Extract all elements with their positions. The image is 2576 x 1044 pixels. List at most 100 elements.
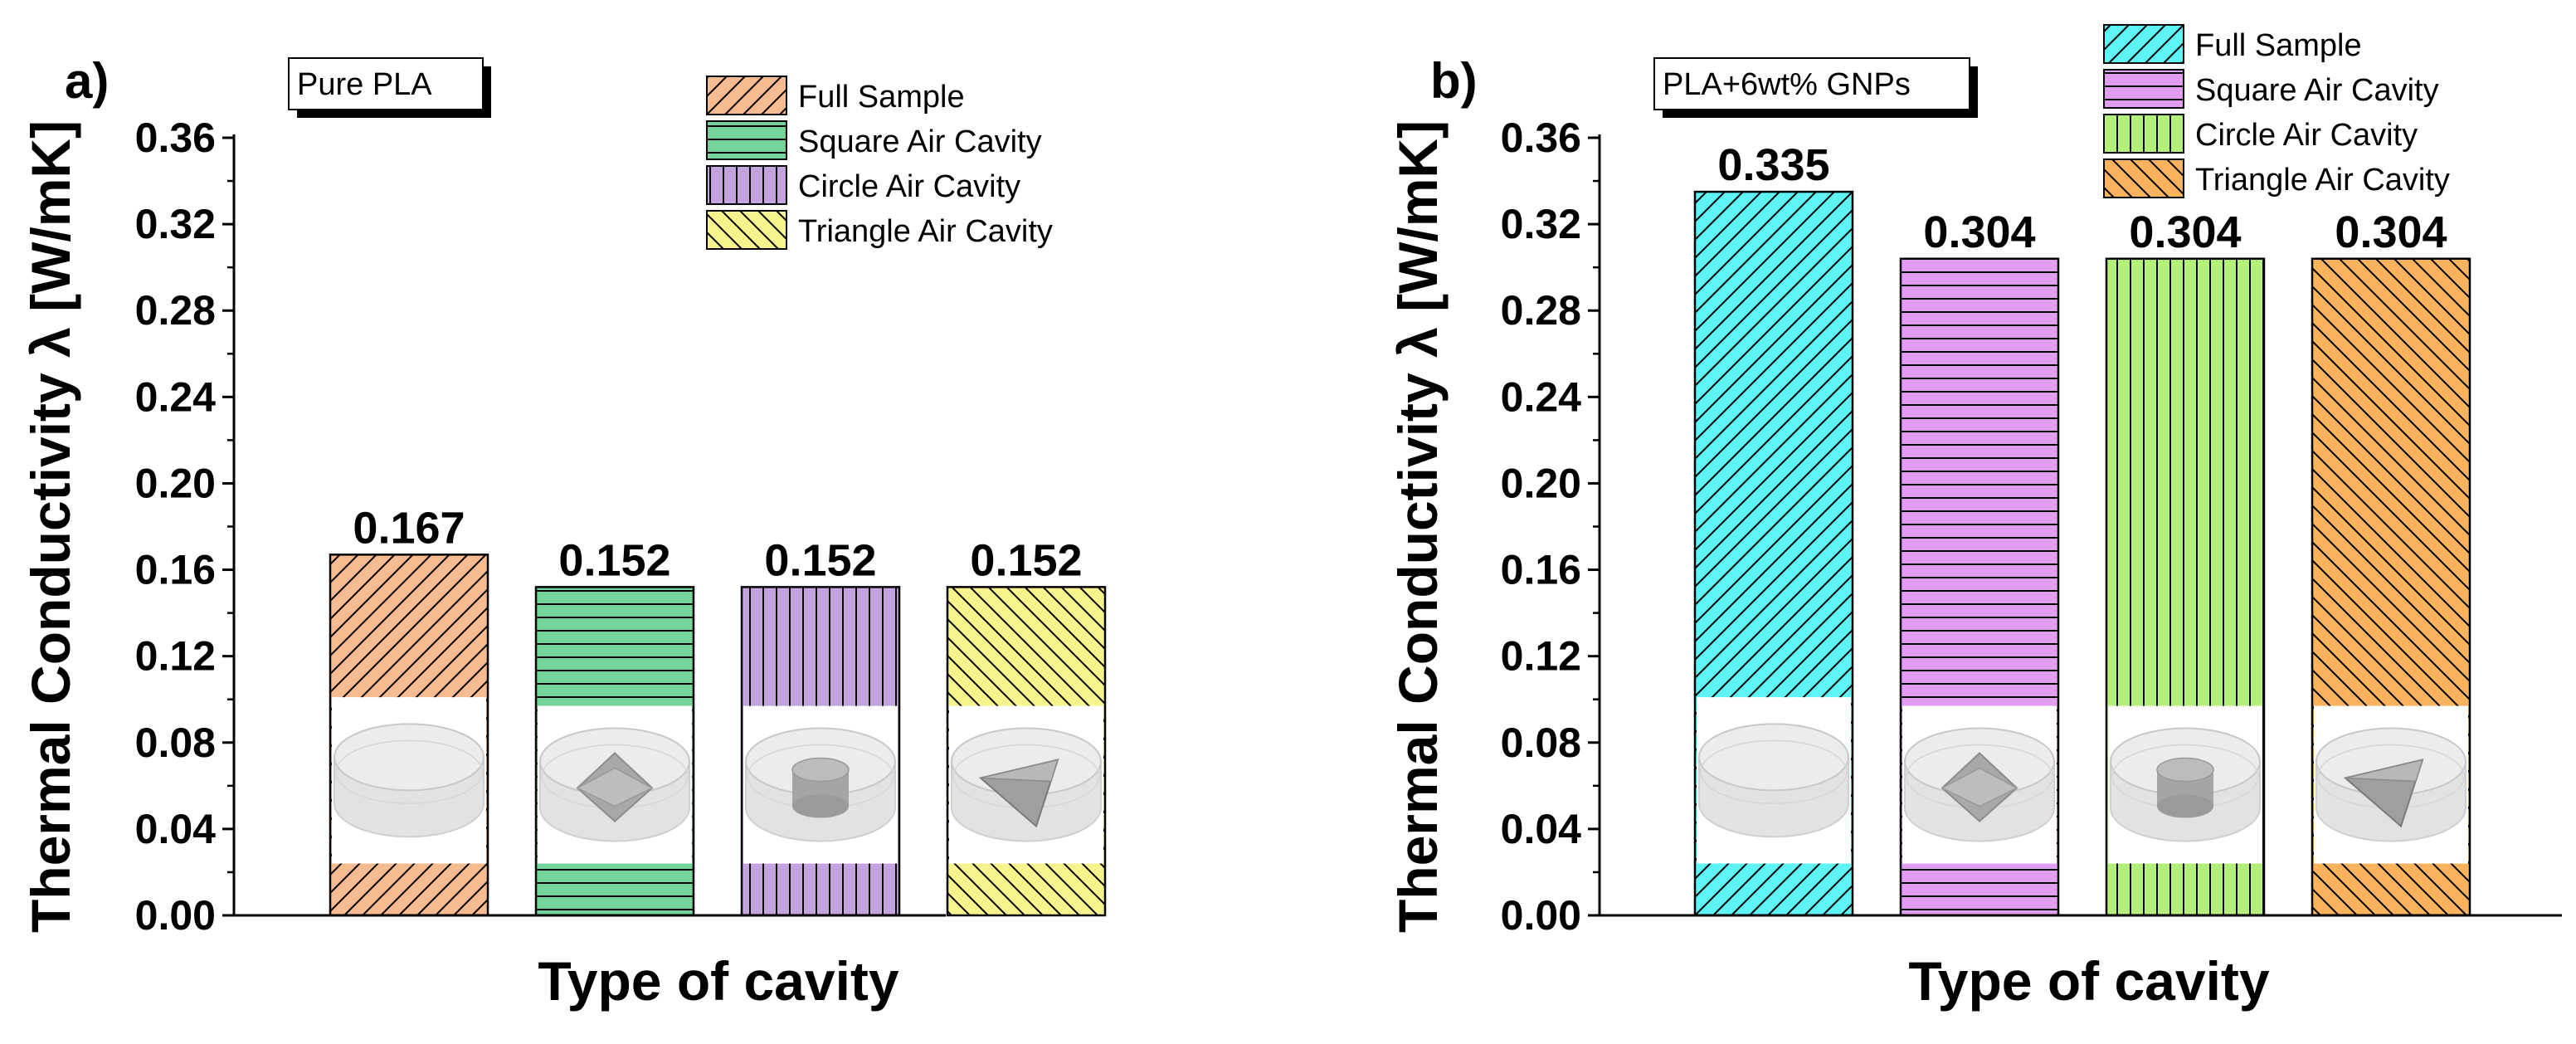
triangle-cavity-top xyxy=(980,759,1059,783)
bar-group xyxy=(534,586,695,917)
cylinder-edge xyxy=(1700,739,1848,805)
chart-panel-a: 0.167 0.152 0.152 0.152 0.00 0.04 0.08 0.12 0.16… xyxy=(20,53,1107,1012)
legend-swatch-outline xyxy=(2103,114,2184,154)
cylinder-edge xyxy=(335,739,483,805)
bar-value-label: 0.152 xyxy=(558,535,670,585)
y-tick-label: 0.24 xyxy=(135,373,217,420)
y-tick-label: 0.28 xyxy=(1501,287,1581,334)
legend-label: Full Sample xyxy=(2195,28,2362,63)
y-tick-label: 0.04 xyxy=(1501,806,1582,852)
y-tick-label: 0.36 xyxy=(135,115,216,161)
bar-group xyxy=(2105,257,2266,917)
legend-swatch-outline xyxy=(706,120,787,160)
legend-item: Full Sample xyxy=(706,76,965,115)
y-tick-label: 0.32 xyxy=(135,201,216,247)
sample-inset-triangle-cavity xyxy=(2314,705,2468,864)
y-axis-title: Thermal Conductivity λ [W/mK] xyxy=(20,120,81,933)
annotation-box xyxy=(1653,57,1970,110)
x-axis-title: Type of cavity xyxy=(538,950,899,1012)
y-axis-title: Thermal Conductivity λ [W/mK] xyxy=(1387,120,1449,933)
legend: Full Sample Square Air Cavity Circle Air C… xyxy=(706,76,1053,250)
legend-swatch-hatch xyxy=(707,166,786,204)
legend-label: Full Sample xyxy=(798,80,965,115)
legend-swatch-hatch xyxy=(2104,25,2184,63)
legend-swatch-hatch xyxy=(707,76,786,115)
legend-item: Triangle Air Cavity xyxy=(2103,159,2450,198)
circle-cavity-top xyxy=(2156,757,2214,783)
legend-swatch-hatch xyxy=(707,211,786,249)
y-tick-label: 0.28 xyxy=(135,287,216,334)
legend-swatch-hatch xyxy=(2104,115,2184,153)
sample-inset-triangle-cavity xyxy=(949,705,1103,864)
y-tick-label: 0.32 xyxy=(1501,201,1581,247)
panel-label: a) xyxy=(65,53,109,109)
sample-inset-cylinder xyxy=(1697,697,1851,864)
legend-item: Triangle Air Cavity xyxy=(706,210,1053,250)
bar-group xyxy=(329,554,489,917)
legend-item: Square Air Cavity xyxy=(2103,69,2439,109)
annotation-box xyxy=(288,57,484,110)
bar-value-label: 0.335 xyxy=(1717,140,1829,190)
legend-label: Circle Air Cavity xyxy=(2195,118,2418,153)
circle-cavity-bottom xyxy=(792,794,849,818)
bar-group xyxy=(946,586,1107,917)
legend-item: Circle Air Cavity xyxy=(706,165,1020,205)
bar-value-label: 0.152 xyxy=(970,535,1082,585)
legend-swatch-hatch xyxy=(2104,70,2184,108)
y-tick-label: 0.08 xyxy=(1501,720,1581,766)
legend-label: Triangle Air Cavity xyxy=(798,214,1053,249)
sample-inset-cylinder xyxy=(332,697,486,864)
sample-inset-square-cavity xyxy=(1902,705,2057,864)
y-tick-label: 0.04 xyxy=(135,806,217,852)
bar-value-label: 0.167 xyxy=(353,503,465,553)
chart-panel-b: 0.335 0.304 0.304 0.304 0.00 0.04 0.08 0.12 0.16… xyxy=(1387,24,2562,1012)
legend-label: Circle Air Cavity xyxy=(798,169,1020,204)
material-annotation: Pure PLA xyxy=(288,57,491,118)
y-tick-label: 0.12 xyxy=(135,633,216,680)
panels: 0.167 0.152 0.152 0.152 0.00 0.04 0.08 0.12 0.16… xyxy=(20,24,2562,1012)
legend-label: Triangle Air Cavity xyxy=(2195,163,2450,198)
sample-inset-circle-cavity xyxy=(743,705,898,864)
panel-label: b) xyxy=(1430,53,1478,109)
y-tick-label: 0.24 xyxy=(1501,373,1582,420)
y-tick-label: 0.12 xyxy=(1501,633,1581,680)
legend-swatch-outline xyxy=(706,210,787,250)
bar-value-label: 0.304 xyxy=(1923,207,2035,257)
cylinder-top xyxy=(334,723,485,792)
legend-item: Square Air Cavity xyxy=(706,120,1042,160)
triangle-cavity-top xyxy=(2345,759,2424,783)
bar-outline xyxy=(946,586,1107,917)
legend-swatch-outline xyxy=(2103,69,2184,109)
legend-swatch-outline xyxy=(2103,24,2184,64)
bar-value-label: 0.304 xyxy=(2335,207,2447,257)
circle-cavity-top xyxy=(791,757,850,783)
y-tick-label: 0.36 xyxy=(1501,115,1581,161)
annotation-text: PLA+6wt% GNPs xyxy=(1663,67,1911,102)
y-tick-label: 0.16 xyxy=(135,547,216,593)
y-tick-label: 0.20 xyxy=(135,460,216,506)
circle-cavity-bottom xyxy=(2157,794,2213,818)
legend-label: Square Air Cavity xyxy=(2195,73,2439,108)
legend-label: Square Air Cavity xyxy=(798,124,1042,159)
material-annotation: PLA+6wt% GNPs xyxy=(1653,57,1978,118)
y-tick-label: 0.00 xyxy=(135,892,216,939)
bar-group xyxy=(2311,257,2471,917)
legend-swatch-outline xyxy=(2103,159,2184,198)
bar-value-label: 0.304 xyxy=(2129,207,2241,257)
x-axis-title: Type of cavity xyxy=(1908,950,2270,1012)
bar-group xyxy=(1693,190,1854,917)
square-cavity-top xyxy=(576,767,654,807)
y-tick-label: 0.20 xyxy=(1501,460,1581,506)
legend-swatch-outline xyxy=(706,165,787,205)
y-tick-label: 0.00 xyxy=(1501,892,1581,939)
legend-item: Full Sample xyxy=(2103,24,2362,64)
y-tick-label: 0.08 xyxy=(135,720,216,766)
cylinder-top xyxy=(1698,723,1849,792)
y-tick-label: 0.16 xyxy=(1501,547,1581,593)
legend-swatch-outline xyxy=(706,76,787,115)
bar-value-label: 0.152 xyxy=(764,535,876,585)
bar-group xyxy=(740,586,901,917)
legend-swatch-hatch xyxy=(707,121,786,159)
bar-group xyxy=(1899,257,2060,917)
